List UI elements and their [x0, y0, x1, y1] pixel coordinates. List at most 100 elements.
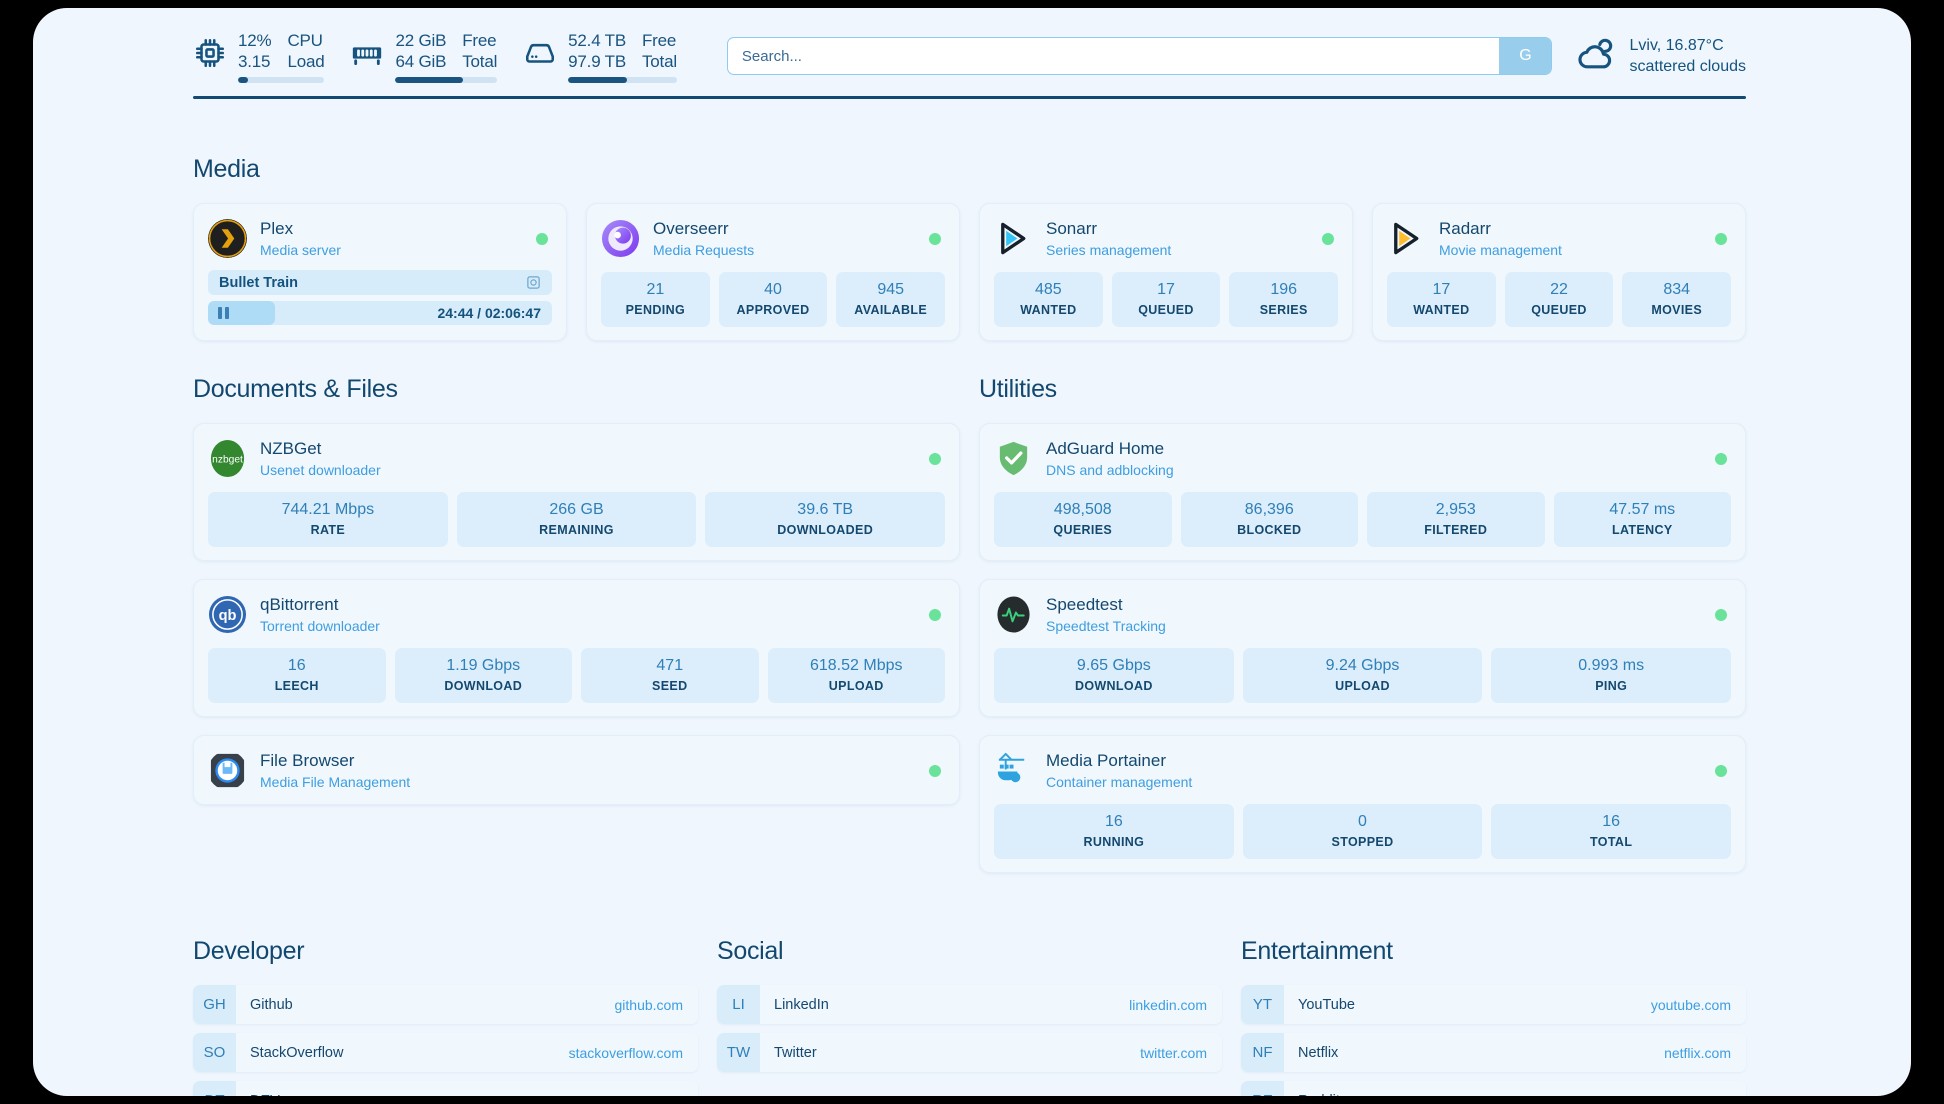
bookmark-abbr: YT	[1241, 985, 1284, 1024]
stat-label: QUERIES	[1053, 523, 1113, 537]
section-title-utilities: Utilities	[979, 375, 1057, 403]
stat-value: 196	[1270, 281, 1298, 298]
service-description: Media server	[260, 242, 341, 258]
stat-label: RATE	[310, 523, 346, 537]
bookmark-item-dev[interactable]: DT DEV dev.to	[193, 1081, 698, 1096]
disk-total-label: Total	[642, 51, 677, 71]
stat-value: 21	[646, 281, 665, 298]
status-badge	[1715, 608, 1727, 621]
service-card-qbittorrent[interactable]: qb qBittorrent Torrent downloader	[193, 579, 960, 717]
stat-tile: 834 MOVIES	[1622, 272, 1732, 327]
bookmark-item-linkedin[interactable]: LI LinkedIn linkedin.com	[717, 985, 1222, 1024]
service-name: NZBGet	[260, 439, 322, 458]
service-card-media-portainer[interactable]: Media Portainer Container management 16 …	[979, 735, 1746, 873]
stat-label: PING	[1595, 679, 1628, 693]
stat-value: 17	[1432, 281, 1451, 298]
disk-stat-group: 52.4 TB 97.9 TB Free Total	[523, 30, 677, 83]
sonarr-icon	[994, 219, 1033, 258]
plex-icon	[208, 219, 247, 258]
stat-label: AVAILABLE	[854, 303, 928, 317]
weather-location-temp: Lviv, 16.87°C	[1629, 37, 1724, 54]
stat-tile: 485 WANTED	[994, 272, 1103, 327]
stat-label: RUNNING	[1083, 835, 1145, 849]
service-name: qBittorrent	[260, 595, 339, 614]
memory-icon	[350, 36, 384, 70]
stats-row: 9.65 Gbps DOWNLOAD 9.24 Gbps UPLOAD 0.99…	[994, 648, 1732, 703]
service-card-nzbget[interactable]: nzbget NZBGet Usenet downloader 74	[193, 423, 960, 561]
service-name: AdGuard Home	[1046, 439, 1165, 458]
memory-total-label: Total	[462, 51, 498, 71]
stats-row: 485 WANTED 17 QUEUED 196 SERIES	[994, 272, 1339, 327]
stat-tile: 0.993 ms PING	[1491, 648, 1732, 703]
service-description: DNS and adblocking	[1046, 462, 1174, 478]
stat-value: 22	[1550, 281, 1568, 298]
search-box[interactable]: G	[726, 37, 1553, 75]
bookmark-abbr: TW	[717, 1033, 760, 1072]
bookmark-name: DEV	[236, 1081, 646, 1097]
pause-icon[interactable]	[218, 307, 229, 319]
bookmark-url: youtube.com	[1650, 996, 1731, 1013]
stat-value: 16	[1104, 813, 1123, 830]
stat-value: 945	[877, 281, 905, 298]
bookmark-item-stackoverflow[interactable]: SO StackOverflow stackoverflow.com	[193, 1033, 698, 1072]
status-badge	[1715, 232, 1727, 245]
bookmark-name: YouTube	[1298, 996, 1355, 1013]
bookmark-name: Reddit	[1284, 1081, 1666, 1097]
bookmark-item-youtube[interactable]: YT YouTube youtube.com	[1241, 985, 1746, 1024]
bookmark-abbr: GH	[193, 985, 236, 1024]
service-card-sonarr[interactable]: Sonarr Series management 485 WANTED 17 Q…	[979, 203, 1353, 341]
dashboard-page: 12% 3.15 CPU Load	[33, 8, 1911, 1096]
stat-value: 485	[1034, 281, 1062, 298]
bookmark-item-twitter[interactable]: TW Twitter twitter.com	[717, 1033, 1222, 1072]
bookmark-group-developer: Developer GH Github github.com SO StackO…	[193, 937, 698, 1096]
service-name: Overseerr	[653, 219, 729, 238]
dashboard-header: 12% 3.15 CPU Load	[193, 8, 1746, 83]
bookmark-item-netflix[interactable]: NF Netflix netflix.com	[1241, 1033, 1746, 1072]
cpu-load-label: Load	[287, 51, 325, 71]
service-description: Media Requests	[653, 242, 755, 258]
service-card-file-browser[interactable]: File Browser Media File Management	[193, 735, 960, 805]
memory-total-value: 64 GiB	[395, 51, 447, 71]
service-card-speedtest[interactable]: Speedtest Speedtest Tracking 9.65 Gbps D…	[979, 579, 1746, 717]
stat-label: REMAINING	[539, 523, 614, 537]
status-badge	[1322, 232, 1334, 245]
stat-label: UPLOAD	[1335, 679, 1390, 693]
stat-value: 9.24 Gbps	[1325, 657, 1400, 674]
stat-tile: 16 LEECH	[208, 648, 386, 703]
search-submit-button[interactable]: G	[1499, 38, 1552, 74]
service-card-adguard-home[interactable]: AdGuard Home DNS and adblocking 498,508 …	[979, 423, 1746, 561]
search-input[interactable]	[727, 38, 1500, 74]
bookmark-item-github[interactable]: GH Github github.com	[193, 985, 698, 1024]
stat-tile: 47.57 ms LATENCY	[1553, 492, 1731, 547]
status-badge	[929, 232, 941, 245]
now-playing-time: 24:44 / 02:06:47	[437, 305, 541, 321]
bookmark-group-entertainment: Entertainment YT YouTube youtube.com NF …	[1241, 937, 1746, 1096]
section-title-media: Media	[193, 155, 260, 183]
status-badge	[929, 608, 941, 621]
bookmark-abbr: RE	[1241, 1081, 1284, 1096]
stat-tile: 2,953 FILTERED	[1367, 492, 1545, 547]
bookmark-name: Github	[250, 996, 293, 1013]
stat-label: QUEUED	[1531, 303, 1587, 317]
service-name: Sonarr	[1046, 219, 1098, 238]
service-description: Media File Management	[260, 774, 411, 790]
stat-value: 16	[1602, 813, 1621, 830]
bookmark-url: reddit.com	[1666, 1081, 1746, 1097]
svg-text:qb: qb	[219, 608, 237, 624]
service-card-radarr[interactable]: Radarr Movie management 17 WANTED 22 QUE…	[1372, 203, 1746, 341]
bookmark-abbr: LI	[717, 985, 760, 1024]
service-card-overseerr[interactable]: Overseerr Media Requests 21 PENDING 40 A…	[586, 203, 960, 341]
cast-icon[interactable]	[526, 275, 541, 290]
stats-row: 21 PENDING 40 APPROVED 945 AVAILABLE	[601, 272, 946, 327]
bookmark-item-reddit[interactable]: RE Reddit reddit.com	[1241, 1081, 1746, 1096]
stat-label: WANTED	[1413, 303, 1470, 317]
bookmark-abbr: SO	[193, 1033, 236, 1072]
weather-widget: Lviv, 16.87°C scattered clouds	[1576, 35, 1746, 77]
now-playing-progress-bar[interactable]: 24:44 / 02:06:47	[208, 301, 552, 325]
qbittorrent-icon: qb	[208, 595, 247, 634]
service-card-plex[interactable]: Plex Media server Bullet Train	[193, 203, 567, 341]
stat-label: SEED	[652, 679, 688, 693]
stat-label: BLOCKED	[1237, 523, 1302, 537]
stat-tile: 39.6 TB DOWNLOADED	[705, 492, 946, 547]
service-name: Radarr	[1439, 219, 1491, 238]
